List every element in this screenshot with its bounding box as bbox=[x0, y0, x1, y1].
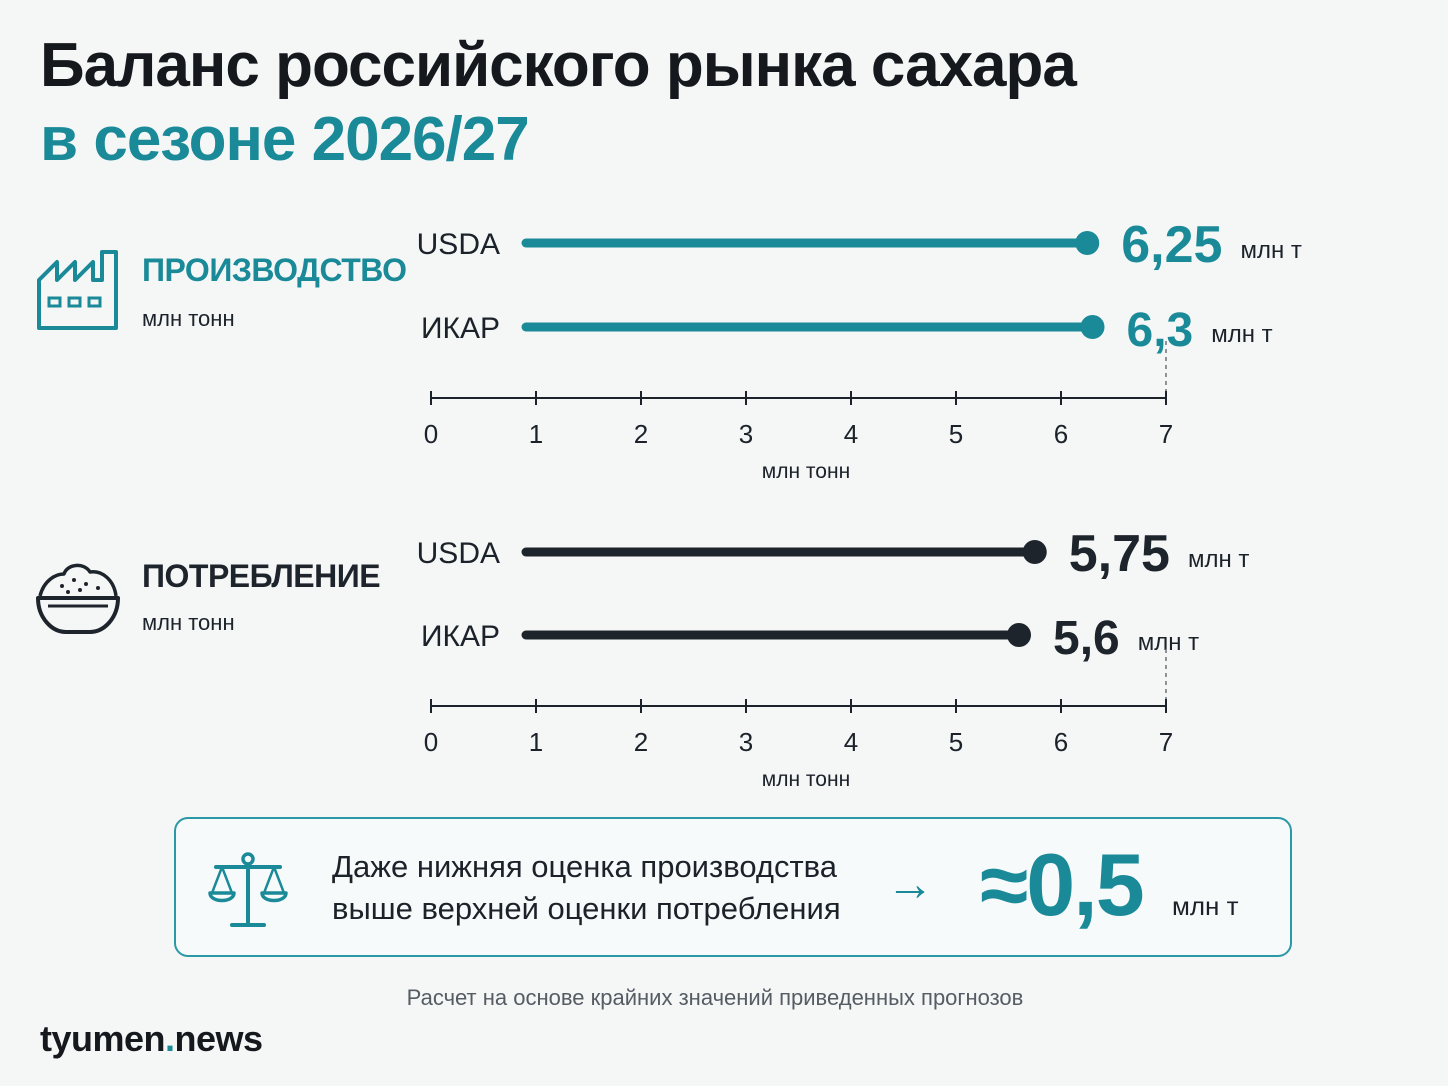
bar-end-marker bbox=[1080, 315, 1105, 339]
x-tick-label: 6 bbox=[1054, 419, 1068, 449]
x-tick-label: 3 bbox=[739, 727, 753, 757]
x-axis-title: млн тонн bbox=[762, 460, 850, 483]
sugar-bowl-icon bbox=[34, 558, 122, 643]
data-label: 6,25 bbox=[1121, 216, 1222, 274]
bar-category-label: USDA bbox=[417, 228, 500, 261]
data-label-unit: млн т bbox=[1188, 546, 1249, 573]
data-label-unit: млн т bbox=[1211, 321, 1272, 348]
bar-category-label: ИКАР bbox=[421, 312, 500, 345]
x-tick-label: 7 bbox=[1159, 727, 1173, 757]
section-unit-consumption: млн тонн bbox=[142, 610, 235, 635]
callout-text-line1: Даже нижняя оценка производства bbox=[332, 849, 838, 884]
x-tick-label: 0 bbox=[424, 727, 438, 757]
logo-part2: news bbox=[174, 1018, 264, 1059]
data-label: 6,3 bbox=[1127, 304, 1194, 357]
x-tick-label: 3 bbox=[739, 419, 753, 449]
conclusion-callout: Даже нижняя оценка производства выше вер… bbox=[174, 817, 1292, 957]
x-tick-label: 5 bbox=[949, 727, 963, 757]
x-tick-label: 5 bbox=[949, 419, 963, 449]
bar-category-label: ИКАР bbox=[421, 620, 500, 653]
x-tick-label: 1 bbox=[529, 727, 543, 757]
logo-dot: . bbox=[165, 1018, 175, 1059]
bar-end-marker bbox=[1022, 540, 1047, 564]
callout-text-line2: выше верхней оценки потребления bbox=[332, 891, 841, 926]
page-subtitle: в сезоне 2026/27 bbox=[40, 105, 530, 174]
x-tick-label: 6 bbox=[1054, 727, 1068, 757]
arrow-right-icon: → bbox=[886, 858, 934, 911]
bar-category-label: USDA bbox=[417, 537, 500, 570]
x-tick-label: 2 bbox=[634, 727, 648, 757]
logo-part1: tyumen bbox=[40, 1018, 166, 1059]
scales-icon bbox=[208, 851, 288, 936]
x-tick-label: 7 bbox=[1159, 419, 1173, 449]
x-tick-label: 4 bbox=[844, 419, 858, 449]
brand-logo: tyumen.news bbox=[40, 1018, 263, 1060]
x-tick-label: 2 bbox=[634, 419, 648, 449]
data-label-unit: млн т bbox=[1240, 237, 1301, 264]
data-label-unit: млн т bbox=[1138, 629, 1199, 656]
bar-end-marker bbox=[1007, 623, 1031, 647]
x-axis-title: млн тонн bbox=[762, 768, 850, 791]
bar-end-marker bbox=[1075, 231, 1100, 255]
x-tick-label: 0 bbox=[424, 419, 438, 449]
factory-icon bbox=[36, 250, 120, 337]
section-title-production: ПРОИЗВОДСТВО bbox=[142, 252, 407, 288]
section-unit-production: млн тонн bbox=[142, 306, 235, 331]
page-title: Баланс российского рынка сахара bbox=[40, 31, 1077, 100]
x-tick-label: 4 bbox=[844, 727, 858, 757]
callout-unit: млн т bbox=[1172, 891, 1239, 921]
x-tick-label: 1 bbox=[529, 419, 543, 449]
callout-difference-value: ≈0,5 bbox=[980, 835, 1145, 934]
data-label: 5,6 bbox=[1053, 612, 1120, 665]
data-label: 5,75 bbox=[1069, 525, 1170, 583]
footnote: Расчет на основе крайних значений привед… bbox=[406, 985, 1024, 1010]
section-title-consumption: ПОТРЕБЛЕНИЕ bbox=[142, 558, 381, 594]
